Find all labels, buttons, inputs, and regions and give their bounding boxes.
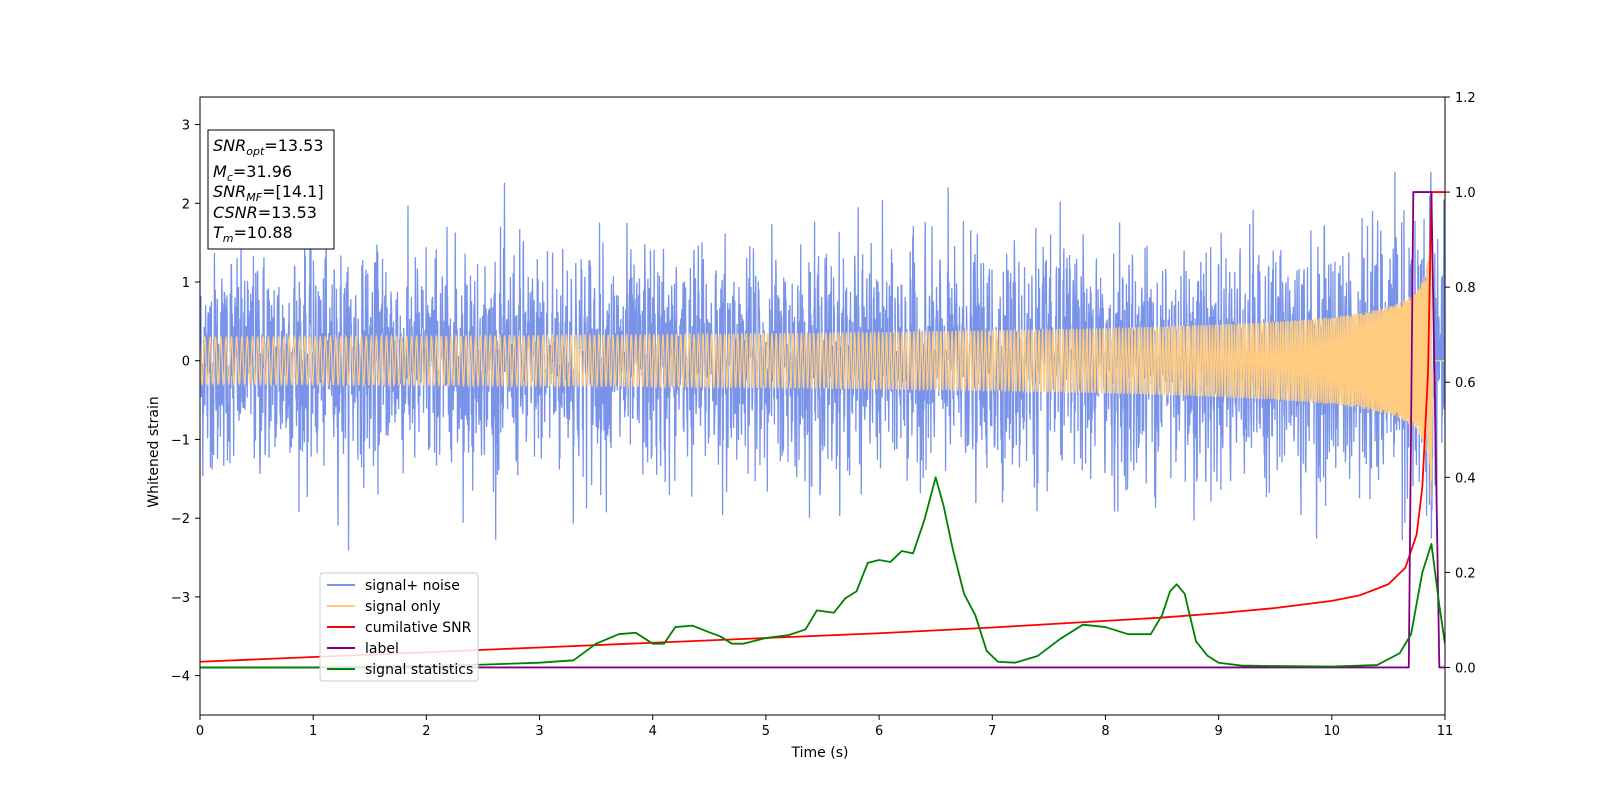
legend-label-cumulative-snr: cumilative SNR	[365, 620, 472, 636]
info-snr-opt-sub: opt	[246, 145, 265, 158]
x-tick-label: 11	[1437, 724, 1454, 739]
y-tick-label: −3	[171, 591, 190, 606]
y2-tick-label: 0.0	[1455, 661, 1476, 676]
plot-area	[200, 171, 1445, 669]
y-tick-label: −1	[171, 433, 190, 448]
plot-frame	[199, 96, 1446, 716]
series-signal-only	[200, 235, 1445, 502]
y2-tick-label: 1.2	[1455, 91, 1476, 106]
info-tm-sub: m	[223, 232, 234, 245]
info-mc: Mc=31.96	[213, 162, 292, 184]
x-tick-label: 8	[1101, 724, 1109, 739]
info-snr-opt-symbol: SNR	[213, 136, 246, 155]
info-snr-mf-symbol: SNR	[213, 182, 246, 201]
info-csnr-symbol: CSNR	[213, 203, 258, 222]
info-mc-symbol: M	[213, 162, 227, 181]
legend: signal+ noise signal only cumilative SNR…	[319, 572, 479, 682]
x-tick-label: 2	[422, 724, 430, 739]
x-tick-label: 3	[535, 724, 543, 739]
x-axis-title: Time (s)	[791, 745, 849, 761]
info-snr-mf: SNRMF=[14.1]	[213, 182, 324, 204]
axis-ticks: 0 1 2 3 4 5 6 7 8 9 10 113210−1−2−3−41.21.00.80.60.…	[171, 91, 1476, 739]
x-tick-label: 10	[1324, 724, 1341, 739]
info-tm: Tm=10.88	[213, 223, 293, 245]
y-tick-label: −4	[171, 670, 190, 685]
info-snr-mf-value: =[14.1]	[262, 182, 324, 201]
legend-label-signal-statistics: signal statistics	[365, 662, 473, 678]
y-tick-label: 2	[182, 197, 190, 212]
y-tick-label: 0	[182, 355, 190, 370]
series-cumulative-snr	[200, 191, 1445, 663]
series-signal-statistics	[200, 476, 1445, 669]
y2-tick-label: 0.4	[1455, 471, 1476, 486]
legend-label-signal-noise: signal+ noise	[365, 578, 460, 594]
y-tick-label: 3	[182, 119, 190, 134]
x-tick-label: 6	[875, 724, 883, 739]
info-mc-sub: c	[227, 171, 233, 184]
y2-tick-label: 0.8	[1455, 281, 1476, 296]
info-csnr: CSNR=13.53	[213, 203, 317, 222]
axes-frame	[199, 96, 1446, 716]
x-tick-label: 9	[1214, 724, 1222, 739]
y2-tick-label: 0.2	[1455, 566, 1476, 581]
x-tick-label: 1	[309, 724, 317, 739]
info-mc-value: =31.96	[233, 162, 292, 181]
x-tick-label: 4	[649, 724, 657, 739]
info-box-frame	[207, 129, 335, 250]
plot-data-layer	[200, 171, 1445, 669]
y-tick-label: 1	[182, 276, 190, 291]
x-tick-label: 0	[196, 724, 204, 739]
info-box: SNRopt=13.53 Mc=31.96 SNRMF=[14.1] CSNR=…	[207, 129, 335, 250]
y-axis-title: Whitened strain	[146, 396, 162, 507]
x-tick-label: 7	[988, 724, 996, 739]
legend-frame	[319, 572, 479, 682]
info-snr-opt-value: =13.53	[264, 136, 323, 155]
y-tick-label: −2	[171, 512, 190, 527]
info-tm-symbol: T	[213, 223, 224, 242]
info-csnr-value: =13.53	[258, 203, 317, 222]
y2-tick-label: 0.6	[1455, 376, 1476, 391]
series-label	[200, 191, 1445, 669]
info-tm-value: =10.88	[234, 223, 293, 242]
y2-tick-label: 1.0	[1455, 186, 1476, 201]
x-tick-label: 5	[762, 724, 770, 739]
info-snr-mf-sub: MF	[246, 191, 262, 204]
legend-label-label: label	[365, 641, 399, 657]
info-snr-opt: SNRopt=13.53	[213, 136, 324, 158]
legend-label-signal-only: signal only	[365, 599, 440, 615]
